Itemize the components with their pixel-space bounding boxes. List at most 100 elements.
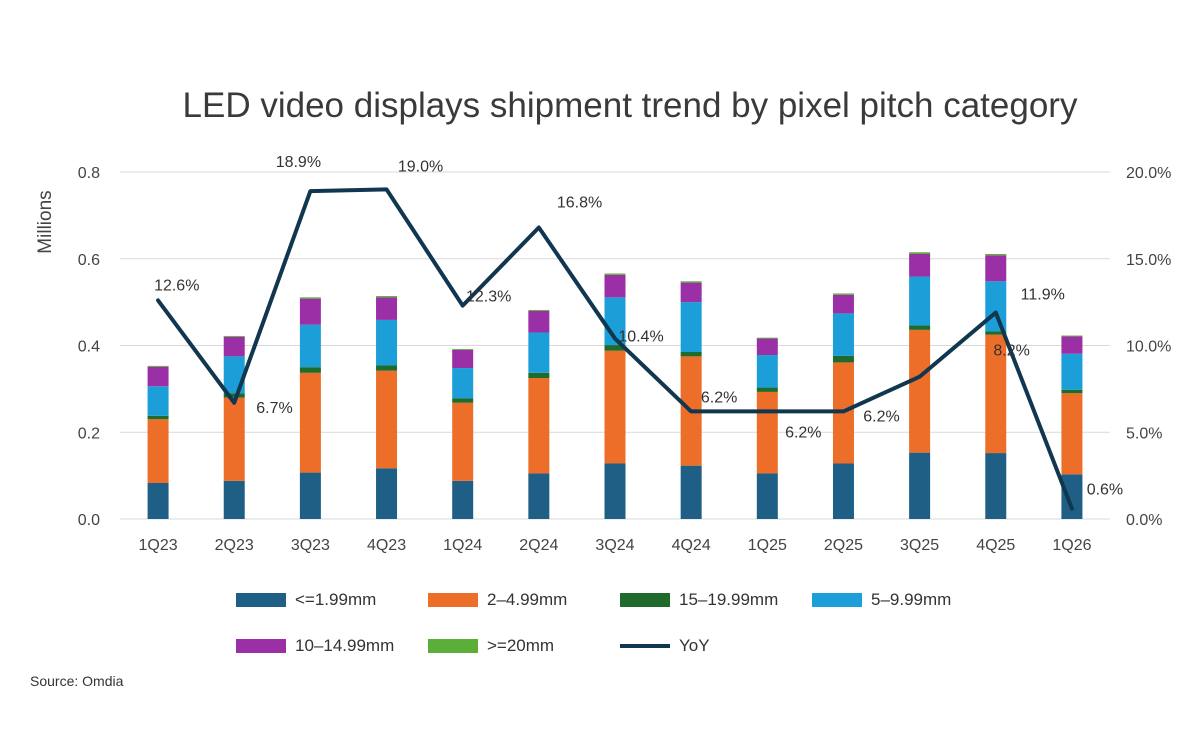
bar-segment <box>832 463 854 519</box>
bar-segment <box>147 415 169 420</box>
yoy-data-label: 8.2% <box>993 343 1029 360</box>
bar-segment <box>909 252 931 254</box>
y-tick-label: 0.8 <box>78 165 100 182</box>
bar-segment <box>756 355 778 388</box>
bar-segment <box>223 335 245 337</box>
bar-segment <box>909 253 931 277</box>
bar-segment <box>147 386 169 416</box>
bar-segment <box>680 281 702 283</box>
bar-segment <box>299 298 321 325</box>
bar-segment <box>452 398 474 403</box>
legend-label: 5–9.99mm <box>871 590 952 609</box>
bar-segment <box>680 352 702 357</box>
bar-segment <box>528 372 550 379</box>
bar-segment <box>680 302 702 353</box>
y2-tick-label: 0.0% <box>1126 512 1162 529</box>
bar-segment <box>452 349 474 369</box>
bar-segment <box>985 255 1007 282</box>
bar-segment <box>528 378 550 474</box>
legend-item: 10–14.99mm <box>236 636 394 656</box>
bar-segment <box>299 367 321 373</box>
legend-item: 15–19.99mm <box>620 590 778 610</box>
bar-segment <box>604 273 626 275</box>
legend-swatch <box>428 639 478 653</box>
legend-swatch <box>428 593 478 607</box>
bar-segment <box>604 463 626 519</box>
bar-segment <box>604 274 626 298</box>
bar-segment <box>376 370 398 469</box>
bar-segment <box>1061 474 1083 519</box>
bar-segment <box>376 365 398 371</box>
chart-title: LED video displays shipment trend by pix… <box>182 86 1078 125</box>
bar-segment <box>985 331 1007 335</box>
legend-swatch <box>620 644 670 648</box>
bar-segment <box>299 472 321 519</box>
bar-segment <box>909 329 931 453</box>
bar-segment <box>147 365 169 367</box>
bar-segment <box>147 482 169 519</box>
yoy-data-label: 6.7% <box>256 400 292 417</box>
bar-segment <box>756 473 778 519</box>
bar-segment <box>985 253 1007 256</box>
legend-item: 5–9.99mm <box>812 590 951 610</box>
legend-swatch <box>812 593 862 607</box>
x-tick-label: 3Q24 <box>595 537 634 554</box>
yoy-data-label: 11.9% <box>1021 287 1065 304</box>
bar-segment <box>1061 335 1083 337</box>
bar-segment <box>756 387 778 392</box>
yoy-data-label: 10.4% <box>618 329 663 346</box>
y-axis-title: Millions <box>35 190 56 253</box>
legend-label: >=20mm <box>487 636 555 655</box>
yoy-data-label: 12.6% <box>154 277 199 294</box>
legend-label: <=1.99mm <box>295 590 377 609</box>
legend-item: 2–4.99mm <box>428 590 567 610</box>
bar-segment <box>528 332 550 373</box>
bar-segment <box>756 391 778 474</box>
bar-segment <box>528 310 550 333</box>
bar-segment <box>680 465 702 519</box>
yoy-line-layer <box>156 187 1074 511</box>
bar-segment <box>299 297 321 299</box>
bar-segment <box>452 402 474 481</box>
bar-segment <box>528 309 550 311</box>
x-tick-label: 4Q25 <box>976 537 1015 554</box>
legend-label: 2–4.99mm <box>487 590 568 609</box>
y2-tick-label: 15.0% <box>1126 252 1171 269</box>
legend-swatch <box>236 639 286 653</box>
legend-label: 15–19.99mm <box>679 590 779 609</box>
legend-item: YoY <box>620 636 710 656</box>
x-tick-label: 2Q24 <box>519 537 558 554</box>
bar-segment <box>985 334 1007 454</box>
bar-segment <box>528 473 550 519</box>
x-tick-label: 3Q23 <box>291 537 330 554</box>
x-tick-label: 1Q26 <box>1052 537 1091 554</box>
x-tick-label: 1Q23 <box>139 537 178 554</box>
bar-segment <box>147 366 169 387</box>
yoy-data-label: 18.9% <box>276 154 321 171</box>
yoy-data-label: 16.8% <box>557 195 602 212</box>
source-note: Source: Omdia <box>30 673 124 689</box>
bar-segment <box>299 324 321 368</box>
x-tick-label: 1Q24 <box>443 537 482 554</box>
bar-segment <box>299 372 321 473</box>
data-labels: 12.6% 6.7% 18.9% 19.0% 12.3% 16.8% 10.4% 6.2% 6.… <box>154 154 1123 499</box>
legend-swatch <box>620 593 670 607</box>
bar-segment <box>604 345 626 351</box>
bar-segment <box>452 368 474 399</box>
bar-segment <box>223 480 245 519</box>
bar-segment <box>452 348 474 350</box>
x-tick-label: 2Q25 <box>824 537 863 554</box>
bar-segment <box>223 393 245 398</box>
y-tick-label: 0.2 <box>78 425 100 442</box>
bar-segment <box>909 276 931 326</box>
legend-item: <=1.99mm <box>236 590 376 610</box>
yoy-data-label: 6.2% <box>785 424 821 441</box>
bar-segment <box>604 350 626 464</box>
y2-tick-label: 5.0% <box>1126 425 1162 442</box>
y-tick-label: 0.4 <box>78 339 100 356</box>
bar-segment <box>756 338 778 356</box>
y2-tick-label: 10.0% <box>1126 339 1171 356</box>
bar-segment <box>376 319 398 366</box>
x-tick-label: 4Q23 <box>367 537 406 554</box>
